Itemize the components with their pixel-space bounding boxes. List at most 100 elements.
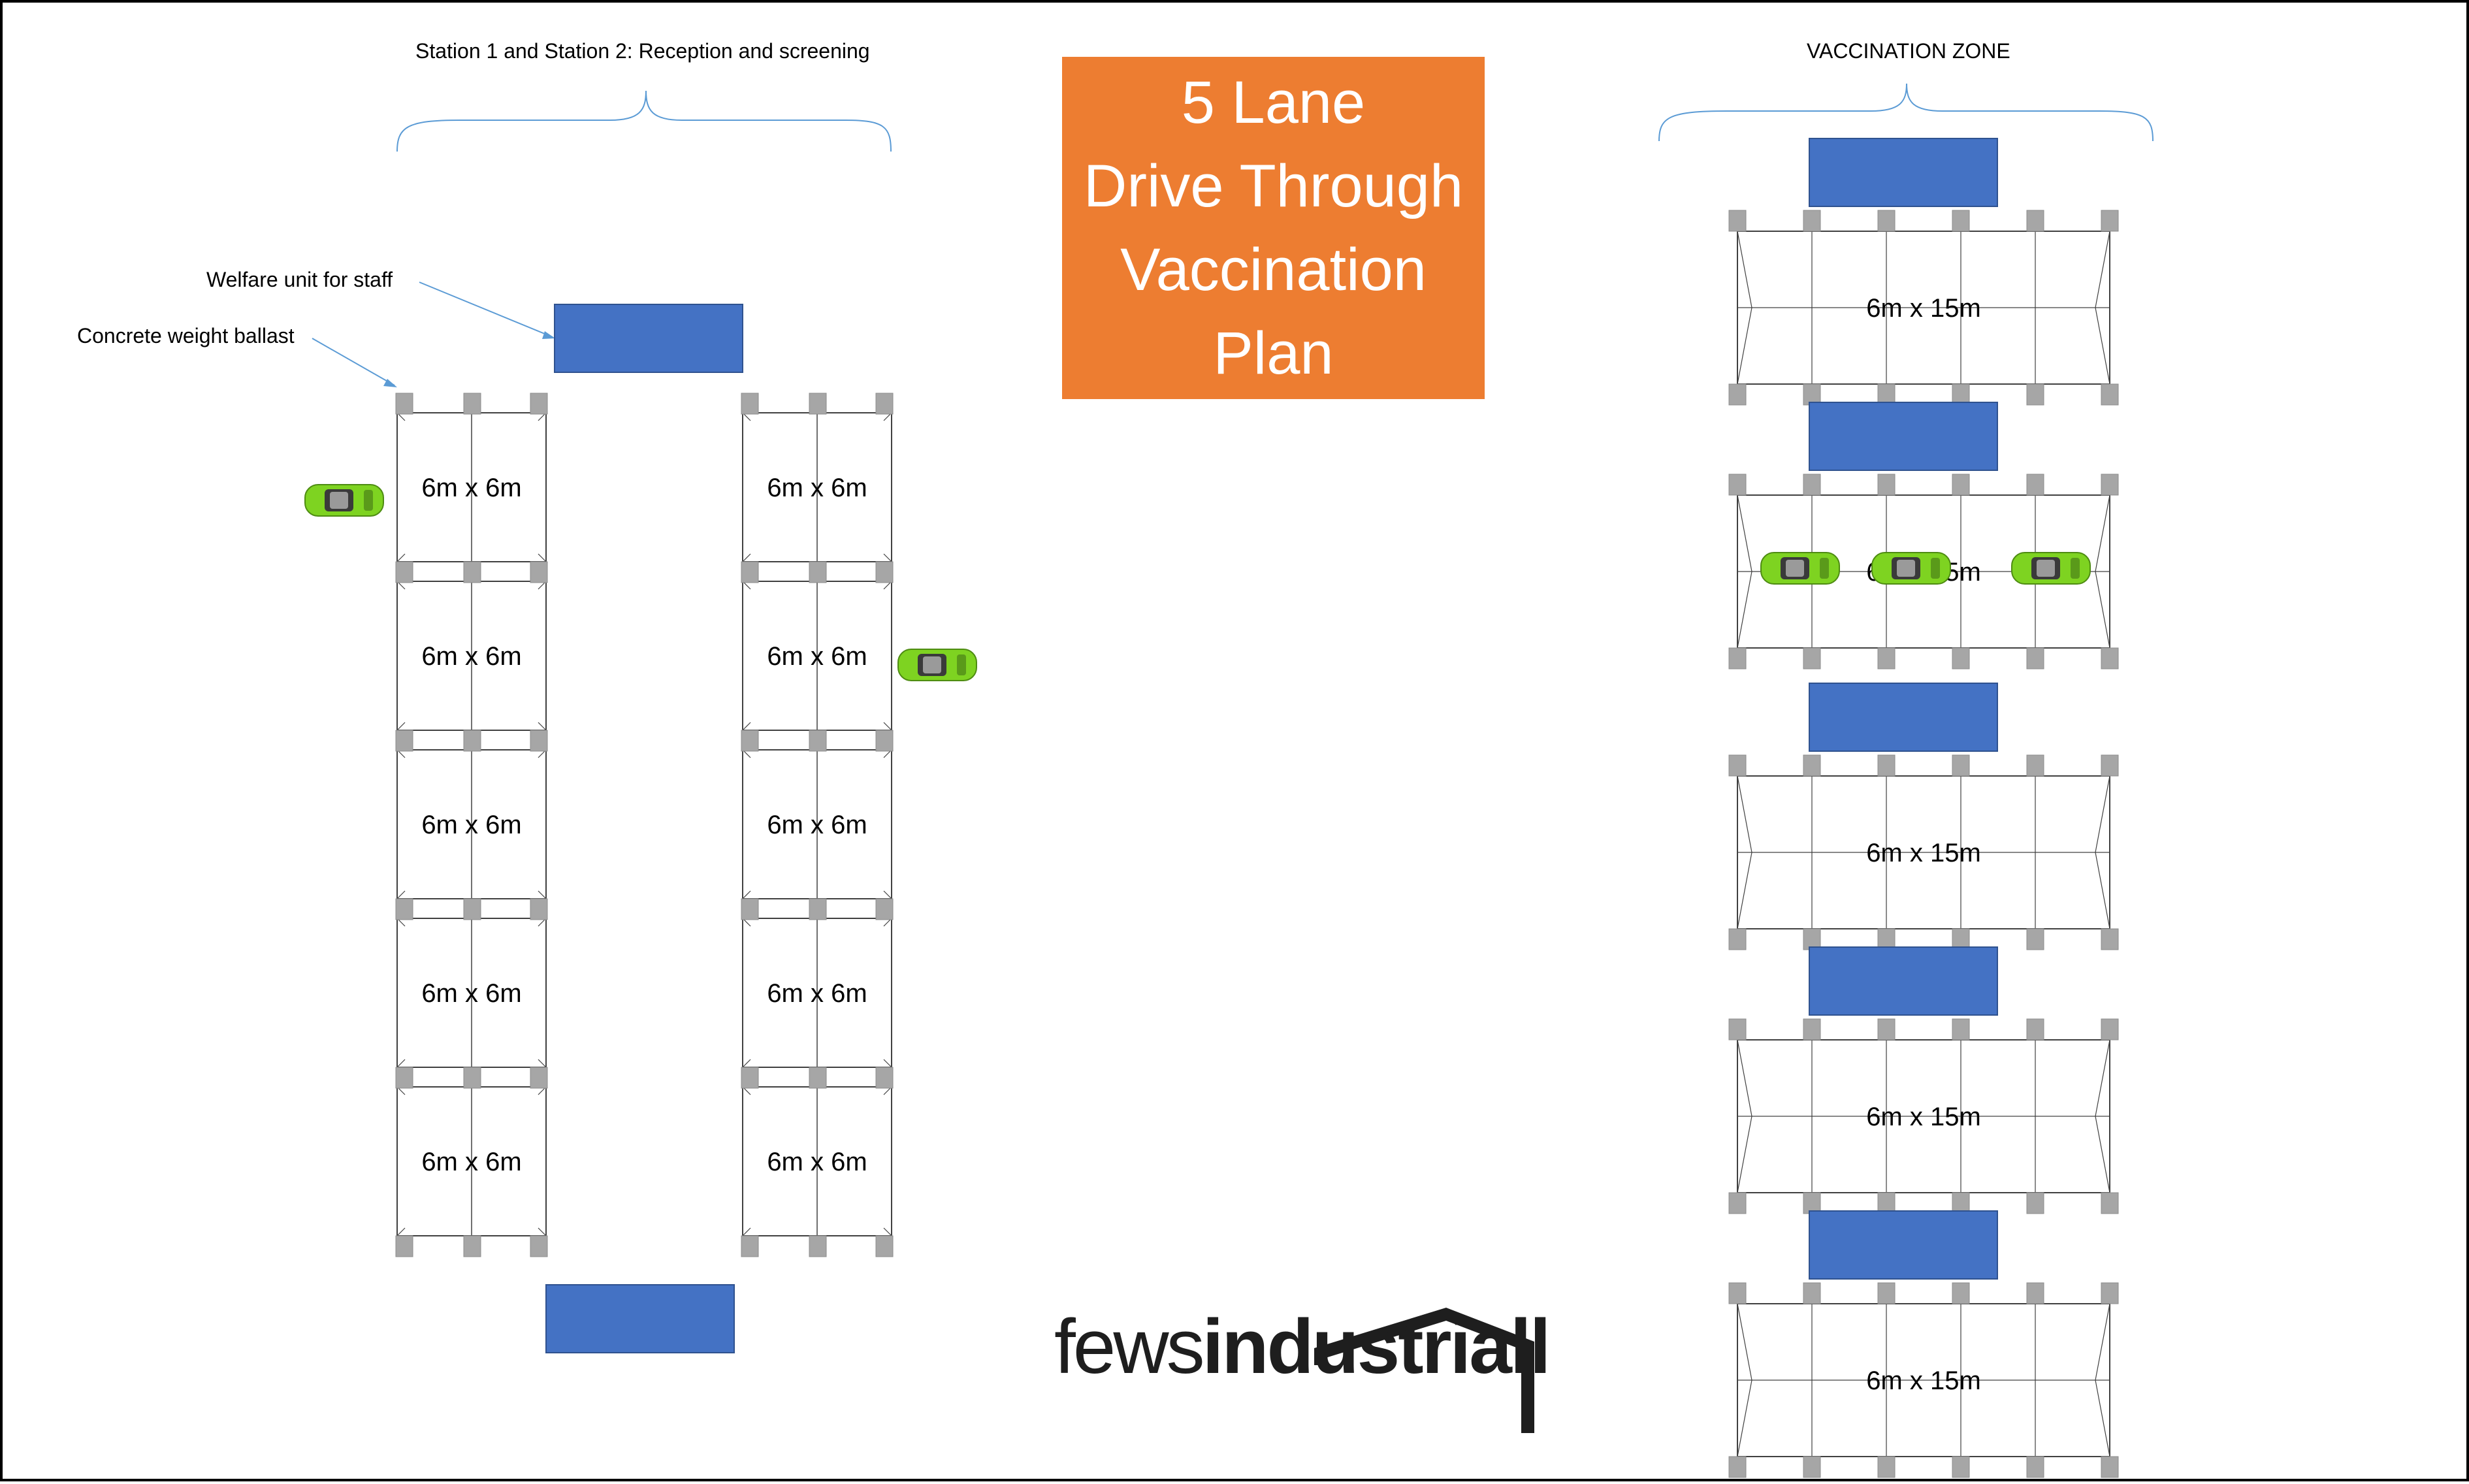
- title-line-3: Vaccination: [1120, 236, 1427, 303]
- staff-unit: [1809, 683, 1998, 752]
- ballast-block: [2101, 1282, 2119, 1304]
- ballast-block: [741, 393, 759, 415]
- car-windshield: [923, 656, 941, 673]
- plan-title: 5 Lane Drive Through Vaccination Plan: [1062, 57, 1485, 399]
- car-windshield: [1786, 560, 1804, 577]
- ballast-block: [1877, 210, 1896, 232]
- ballast-block: [1877, 1456, 1896, 1478]
- car-windshield: [330, 492, 348, 509]
- marquee-6x6: 6m x 6m: [742, 412, 892, 562]
- vaccination-zone-label: VACCINATION ZONE: [1807, 39, 2010, 63]
- ballast-block: [741, 1235, 759, 1257]
- car-icon: [2011, 552, 2091, 585]
- logo-text-light: fews: [1054, 1304, 1205, 1390]
- marquee-6x15: 6m x 15m: [1728, 1018, 2119, 1214]
- ballast-block: [395, 1067, 413, 1089]
- marquee-6x6: 6m x 6m: [396, 749, 547, 899]
- title-line-4: Plan: [1213, 320, 1334, 387]
- ballast-block: [875, 561, 894, 583]
- marquee-corner: [883, 1227, 892, 1236]
- marquee-corner: [742, 553, 751, 562]
- ballast-block: [463, 1067, 481, 1089]
- ballast-block: [530, 1067, 548, 1089]
- ballast-block: [1803, 647, 1821, 669]
- ballast-block: [463, 561, 481, 583]
- ballast-arrow: [312, 338, 397, 387]
- reception-bracket: [396, 90, 892, 152]
- reception-lane-b: 6m x 6m 6m x 6m 6m x 6m 6m x 6m 6m x 6m: [741, 393, 894, 1257]
- car-hood: [957, 654, 966, 675]
- marquee-size-label: 6m x 15m: [1866, 1366, 1981, 1395]
- car-hood: [364, 490, 373, 511]
- marquee-size-label: 6m x 15m: [1866, 1103, 1981, 1131]
- welfare-unit-left-bottom: [545, 1284, 735, 1353]
- car-icon: [897, 649, 977, 681]
- ballast-block: [1728, 754, 1747, 777]
- marquee-hip: [1737, 1039, 1752, 1193]
- marquee-corner: [538, 1227, 547, 1236]
- ballast-block: [395, 1235, 413, 1257]
- marquee-size-label: 6m x 6m: [421, 474, 521, 502]
- marquee-corner: [742, 1059, 751, 1068]
- ballast-block: [741, 730, 759, 752]
- ballast-block: [809, 561, 827, 583]
- fews-industrial-logo: fewsindustriall: [1054, 1302, 1551, 1391]
- ballast-block: [875, 1067, 894, 1089]
- marquee-corner: [538, 553, 547, 562]
- marquee-corner: [538, 1059, 547, 1068]
- ballast-block: [1728, 210, 1747, 232]
- ballast-block: [809, 730, 827, 752]
- marquee-6x15: 6m x 15m: [1728, 1282, 2119, 1478]
- ballast-block: [1728, 383, 1747, 406]
- marquee-hip: [1737, 1303, 1752, 1457]
- marquee-hip: [1737, 775, 1752, 929]
- marquee-size-label: 6m x 15m: [1866, 294, 1981, 323]
- marquee-hip: [2095, 494, 2110, 649]
- ballast-block: [1952, 928, 1970, 950]
- marquee-6x6: 6m x 6m: [396, 581, 547, 731]
- ballast-block: [463, 393, 481, 415]
- ballast-block: [2026, 754, 2044, 777]
- car-windshield: [1897, 560, 1915, 577]
- ballast-block: [2026, 1456, 2044, 1478]
- ballast-block: [463, 730, 481, 752]
- marquee-size-label: 6m x 6m: [767, 811, 867, 839]
- marquee-hip: [2095, 1039, 2110, 1193]
- ballast-block: [1877, 1192, 1896, 1214]
- marquee-hip: [1737, 494, 1752, 649]
- ballast-block: [1803, 210, 1821, 232]
- marquee-6x15: 6m x 15m: [1728, 210, 2119, 406]
- ballast-block: [1803, 1018, 1821, 1040]
- ballast-block: [530, 393, 548, 415]
- ballast-block: [2026, 928, 2044, 950]
- ballast-block: [2026, 1018, 2044, 1040]
- ballast-block: [395, 393, 413, 415]
- car-windshield: [2037, 560, 2055, 577]
- title-line-2: Drive Through: [1083, 153, 1464, 219]
- ballast-block: [809, 393, 827, 415]
- ballast-block: [1877, 928, 1896, 950]
- logo-text-bold: industriall: [1202, 1304, 1551, 1390]
- ballast-block: [1803, 754, 1821, 777]
- marquee-6x6: 6m x 6m: [742, 918, 892, 1068]
- vaccination-bracket: [1658, 83, 2154, 142]
- marquee-corner: [883, 890, 892, 899]
- ballast-block: [2101, 474, 2119, 496]
- ballast-block: [1877, 1018, 1896, 1040]
- ballast-block: [530, 561, 548, 583]
- staff-unit: [1809, 1210, 1998, 1280]
- car-hood: [1931, 558, 1940, 579]
- marquee-6x6: 6m x 6m: [396, 1086, 547, 1236]
- marquee-corner: [742, 890, 751, 899]
- marquee-size-label: 6m x 6m: [767, 1148, 867, 1176]
- marquee-size-label: 6m x 6m: [421, 979, 521, 1008]
- ballast-block: [2101, 1456, 2119, 1478]
- car-hood: [1820, 558, 1829, 579]
- marquee-corner: [883, 553, 892, 562]
- welfare-arrow: [419, 282, 555, 339]
- marquee-size-label: 6m x 6m: [421, 811, 521, 839]
- marquee-size-label: 6m x 6m: [767, 979, 867, 1008]
- ballast-block: [2026, 210, 2044, 232]
- ballast-block: [809, 1067, 827, 1089]
